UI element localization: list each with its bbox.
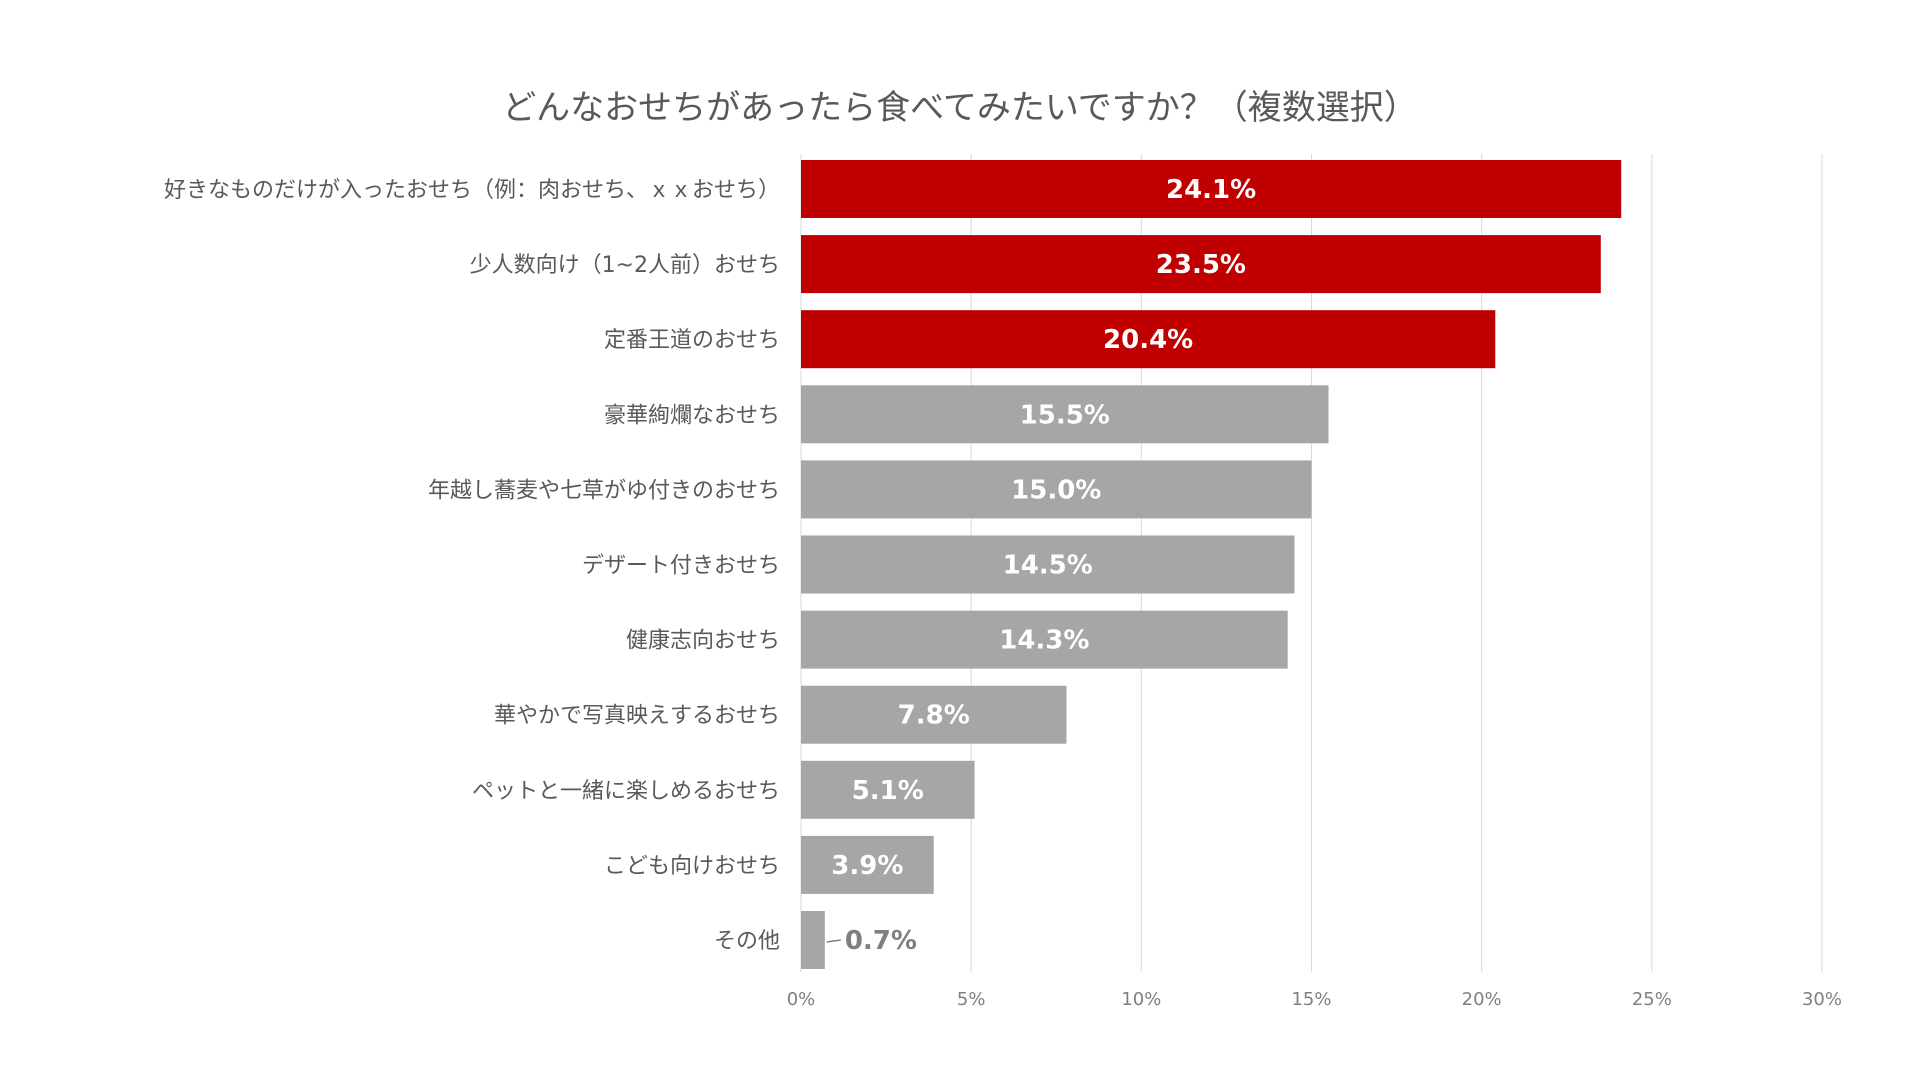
bar — [801, 610, 1288, 669]
x-tick-label: 30% — [1802, 989, 1842, 1010]
x-tick-label: 5% — [957, 989, 986, 1010]
category-label: 健康志向おせち — [626, 629, 780, 654]
category-label: こども向けおせち — [604, 854, 780, 879]
bar — [801, 535, 1295, 594]
data-label: 14.5% — [1003, 551, 1093, 581]
bar — [801, 385, 1329, 444]
category-label: 年越し蕎麦や七草がゆ付きのおせち — [428, 478, 780, 503]
category-label: 華やかで写真映えするおせち — [494, 704, 780, 729]
bar — [801, 685, 1067, 744]
bar — [801, 310, 1496, 369]
bar — [801, 460, 1312, 519]
x-tick-label: 25% — [1632, 989, 1672, 1010]
leader-line — [826, 939, 841, 943]
chart-title: どんなおせちがあったら食べてみたいですか？（複数選択） — [502, 88, 1418, 128]
x-tick-label: 10% — [1121, 989, 1161, 1010]
category-label: 豪華絢爛なおせち — [604, 403, 780, 428]
category-label: デザート付きおせち — [582, 554, 780, 579]
bar — [801, 911, 825, 969]
bar — [801, 835, 934, 894]
data-label: 0.7% — [845, 926, 917, 956]
data-label: 15.5% — [1020, 400, 1110, 430]
category-label: 少人数向け（1~2人前）おせち — [470, 253, 780, 278]
bar — [801, 760, 975, 819]
category-label: その他 — [714, 929, 780, 954]
data-label: 23.5% — [1156, 250, 1246, 280]
x-tick-label: 15% — [1291, 989, 1331, 1010]
data-label: 5.1% — [852, 776, 924, 806]
category-label: 好きなものだけが入ったおせち（例：肉おせち、ｘｘおせち） — [164, 178, 780, 203]
category-label: ペットと一緒に楽しめるおせち — [472, 779, 780, 804]
data-label: 7.8% — [898, 701, 970, 731]
category-label: 定番王道のおせち — [604, 328, 780, 353]
x-tick-label: 20% — [1462, 989, 1502, 1010]
data-label: 15.0% — [1011, 475, 1101, 505]
data-label: 24.1% — [1166, 175, 1256, 205]
bar — [801, 235, 1601, 294]
bar — [801, 160, 1622, 218]
data-label: 14.3% — [999, 626, 1089, 656]
data-label: 3.9% — [831, 851, 903, 881]
x-tick-label: 0% — [787, 989, 816, 1010]
data-label: 20.4% — [1103, 325, 1193, 355]
